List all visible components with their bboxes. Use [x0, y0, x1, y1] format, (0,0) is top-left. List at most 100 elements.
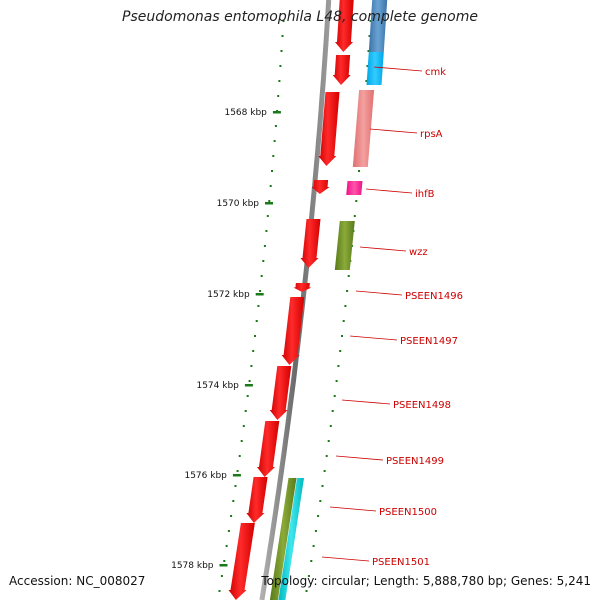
outer-tick-dot — [347, 275, 350, 277]
scale-label: 1568 kbp — [224, 108, 267, 118]
outer-tick-dot — [314, 530, 317, 532]
outer-tick-dot — [335, 380, 338, 382]
scale-tick — [272, 111, 281, 114]
gene-label-leader-line — [369, 128, 418, 134]
outer-tick-dot — [321, 485, 324, 487]
inner-tick-dot — [218, 590, 221, 592]
outer-tick-dot — [331, 410, 334, 412]
inner-tick-dot — [272, 155, 275, 157]
gene-label-PSEEN1501: PSEEN1501 — [372, 557, 430, 568]
gene-label-PSEEN1498: PSEEN1498 — [393, 400, 451, 411]
gene-label-PSEEN1497: PSEEN1497 — [400, 336, 458, 347]
inner-tick-dot — [273, 140, 276, 142]
gene-arrow — [257, 421, 280, 477]
inner-tick-dot — [230, 515, 233, 517]
genome-summary-text: Topology: circular; Length: 5,888,780 bp… — [261, 574, 591, 588]
inner-tick-dot — [279, 65, 282, 67]
gene-label-leader-line — [349, 335, 398, 341]
inner-tick-dot — [238, 455, 241, 457]
outer-tick-dot — [317, 515, 320, 517]
scale-label: 1570 kbp — [217, 199, 260, 209]
inner-tick-dot — [278, 80, 281, 82]
gene-label-PSEEN1500: PSEEN1500 — [379, 507, 437, 518]
inner-tick-dot — [236, 470, 239, 472]
inner-tick-dot — [274, 125, 277, 127]
cog-feature-block — [346, 181, 363, 195]
scale-tick — [244, 384, 253, 387]
gene-arrow — [335, 0, 354, 52]
scale-label: 1578 kbp — [171, 561, 214, 571]
gene-label-leader-line — [373, 66, 423, 72]
outer-tick-dot — [339, 350, 342, 352]
outer-tick-dot — [307, 575, 310, 577]
outer-tick-dot — [353, 215, 356, 217]
gene-label-leader-line — [355, 290, 403, 296]
gene-label-PSEEN1499: PSEEN1499 — [386, 456, 444, 467]
inner-tick-dot — [268, 200, 271, 202]
inner-tick-dot — [257, 305, 260, 307]
gene-arrow — [293, 283, 312, 292]
inner-tick-dot — [254, 335, 256, 337]
inner-tick-dot — [260, 275, 263, 277]
cog-feature-block — [368, 0, 388, 52]
cog-feature-block — [278, 478, 304, 600]
inner-tick-dot — [252, 350, 255, 352]
inner-tick-dot — [280, 50, 283, 52]
gene-arrow — [228, 523, 255, 600]
outer-tick-dot — [366, 65, 369, 67]
gene-label-leader-line — [341, 399, 391, 405]
gene-arrow — [311, 180, 330, 194]
cog-feature-block — [334, 221, 355, 270]
scale-label: 1572 kbp — [207, 290, 250, 300]
outer-tick-dot — [305, 590, 308, 592]
gene-label-rpsA: rpsA — [420, 129, 443, 140]
scale-tick — [255, 293, 264, 296]
inner-tick-dot — [262, 260, 265, 262]
gene-label-leader-line — [321, 556, 370, 562]
genome-title: Pseudomonas entomophila L48, complete ge… — [122, 9, 478, 25]
gene-label-leader-line — [359, 246, 407, 252]
cog-feature-block — [269, 478, 297, 600]
inner-tick-dot — [282, 20, 285, 22]
inner-tick-dot — [259, 290, 262, 292]
outer-tick-dot — [327, 440, 330, 442]
outer-tick-dot — [319, 500, 322, 502]
cog-feature-block — [352, 90, 375, 167]
scale-label: 1574 kbp — [196, 381, 239, 391]
inner-tick-dot — [271, 170, 273, 172]
inner-tick-dot — [234, 485, 237, 487]
gene-arrow — [318, 92, 340, 166]
inner-tick-dot — [263, 245, 266, 247]
outer-tick-dot — [312, 545, 315, 547]
inner-tick-dot — [223, 560, 226, 562]
outer-tick-dot — [329, 425, 332, 427]
outer-tick-dot — [369, 20, 372, 22]
accession-text: Accession: NC_008027 — [9, 574, 146, 588]
scale-tick — [232, 474, 241, 477]
outer-tick-dot — [344, 305, 347, 307]
gene-label-cmk: cmk — [425, 67, 446, 78]
gene-label-leader-line — [365, 188, 413, 194]
inner-tick-dot — [266, 215, 269, 217]
scale-tick — [265, 202, 273, 205]
inner-tick-dot — [227, 530, 230, 532]
outer-tick-dot — [323, 470, 326, 472]
outer-tick-dot — [355, 200, 358, 202]
cog-feature-block — [366, 52, 384, 85]
inner-tick-dot — [250, 365, 253, 367]
outer-tick-dot — [341, 335, 343, 337]
inner-tick-dot — [244, 410, 247, 412]
inner-tick-dot — [220, 575, 223, 577]
gene-arrow — [246, 477, 268, 523]
inner-tick-dot — [269, 185, 272, 187]
scale-label: 1576 kbp — [184, 471, 227, 481]
outer-tick-dot — [310, 560, 313, 562]
outer-tick-dot — [346, 290, 349, 292]
gene-arrow — [300, 219, 321, 268]
outer-tick-dot — [358, 170, 360, 172]
inner-tick-dot — [248, 380, 251, 382]
outer-tick-dot — [325, 455, 328, 457]
inner-tick-dot — [265, 230, 268, 232]
outer-tick-dot — [342, 320, 345, 322]
gene-label-leader-line — [329, 506, 377, 512]
